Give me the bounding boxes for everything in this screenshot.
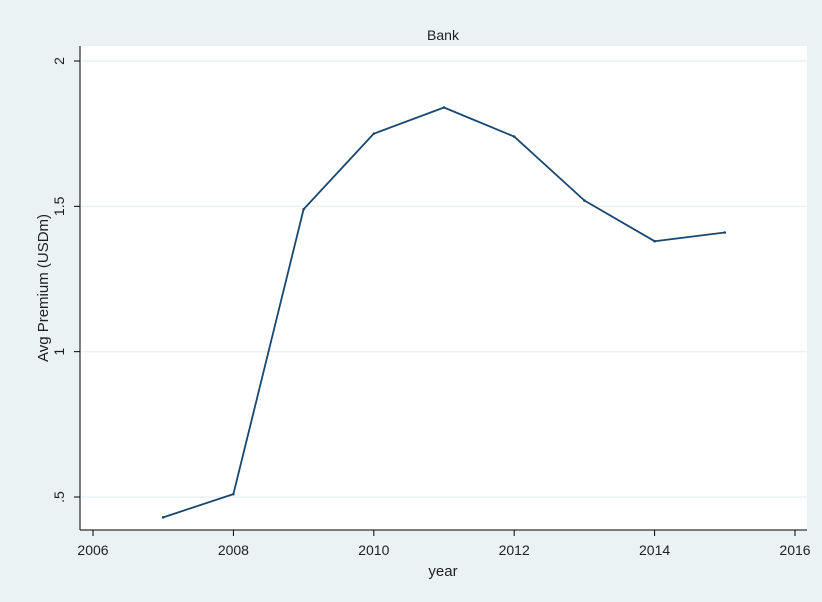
x-tick-label: 2016: [779, 542, 810, 558]
data-point: [583, 199, 586, 202]
x-tick-label: 2010: [358, 542, 389, 558]
data-point: [161, 516, 165, 519]
y-tick-label: 2: [51, 57, 67, 65]
x-axis-title: year: [428, 563, 457, 580]
data-point: [442, 106, 446, 109]
data-point: [372, 132, 376, 135]
chart-title: Bank: [427, 27, 460, 43]
y-axis-ticks: .5 1 1.5 2: [51, 57, 80, 503]
x-tick-label: 2014: [639, 542, 670, 558]
y-tick-label: 1.5: [51, 196, 67, 216]
x-tick-label: 2008: [218, 542, 249, 558]
series-layer: [161, 106, 727, 519]
x-tick-label: 2012: [499, 542, 530, 558]
y-tick-label: 1: [51, 348, 67, 356]
data-point: [653, 239, 656, 243]
gridlines: [81, 60, 807, 498]
data-point: [302, 207, 305, 211]
x-axis-ticks: 2006 2008 2010 2012 2014 2016: [77, 530, 811, 558]
y-tick-label: .5: [51, 491, 67, 503]
x-tick-label: 2006: [77, 542, 108, 558]
data-point: [723, 231, 727, 234]
plot-background: [80, 46, 807, 530]
data-point: [232, 492, 235, 496]
y-axis-title: Avg Premium (USDm): [35, 214, 52, 362]
data-point: [512, 135, 516, 138]
